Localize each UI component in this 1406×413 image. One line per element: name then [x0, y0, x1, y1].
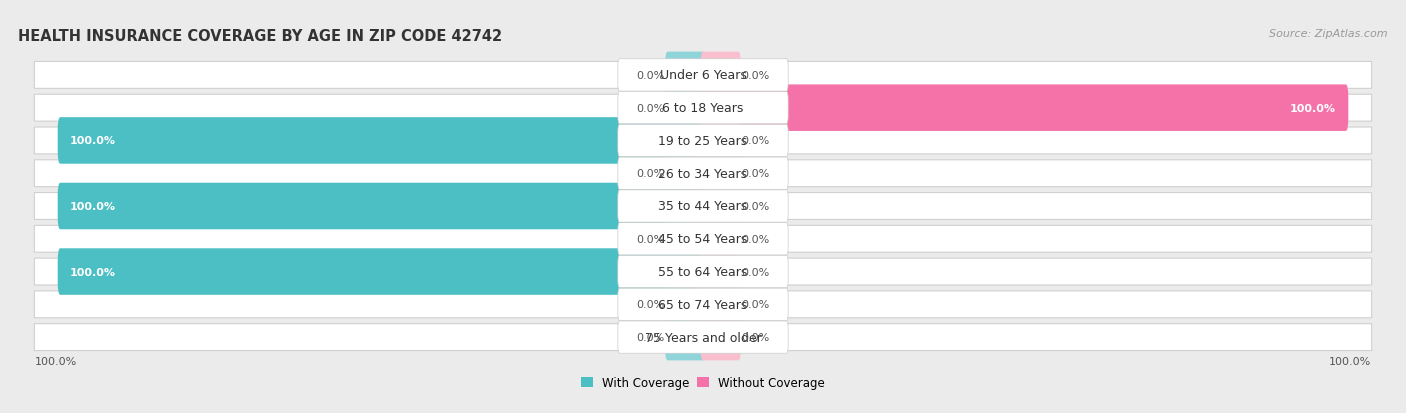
Legend: With Coverage, Without Coverage: With Coverage, Without Coverage: [581, 376, 825, 389]
FancyBboxPatch shape: [700, 281, 741, 328]
FancyBboxPatch shape: [34, 193, 1372, 220]
FancyBboxPatch shape: [665, 52, 706, 99]
Text: 6 to 18 Years: 6 to 18 Years: [662, 102, 744, 115]
FancyBboxPatch shape: [665, 85, 706, 132]
FancyBboxPatch shape: [617, 190, 789, 223]
FancyBboxPatch shape: [34, 160, 1372, 187]
Text: Source: ZipAtlas.com: Source: ZipAtlas.com: [1270, 29, 1388, 39]
FancyBboxPatch shape: [617, 223, 789, 255]
Text: 100.0%: 100.0%: [35, 356, 77, 366]
FancyBboxPatch shape: [617, 93, 789, 124]
Text: 100.0%: 100.0%: [70, 267, 115, 277]
Text: 55 to 64 Years: 55 to 64 Years: [658, 266, 748, 278]
Text: 0.0%: 0.0%: [741, 332, 770, 342]
Text: 75 Years and older: 75 Years and older: [644, 331, 762, 344]
Text: 0.0%: 0.0%: [636, 169, 665, 179]
FancyBboxPatch shape: [58, 249, 706, 295]
FancyBboxPatch shape: [617, 59, 789, 92]
FancyBboxPatch shape: [617, 256, 789, 288]
FancyBboxPatch shape: [58, 183, 706, 230]
FancyBboxPatch shape: [665, 314, 706, 361]
Text: 0.0%: 0.0%: [741, 299, 770, 310]
FancyBboxPatch shape: [34, 128, 1372, 154]
FancyBboxPatch shape: [700, 151, 741, 197]
FancyBboxPatch shape: [700, 183, 741, 230]
Text: 26 to 34 Years: 26 to 34 Years: [658, 167, 748, 180]
FancyBboxPatch shape: [700, 85, 1348, 132]
FancyBboxPatch shape: [700, 118, 741, 164]
FancyBboxPatch shape: [700, 249, 741, 295]
Text: 0.0%: 0.0%: [636, 103, 665, 114]
FancyBboxPatch shape: [34, 62, 1372, 89]
Text: 0.0%: 0.0%: [636, 299, 665, 310]
Text: 0.0%: 0.0%: [741, 169, 770, 179]
FancyBboxPatch shape: [617, 125, 789, 157]
Text: 0.0%: 0.0%: [741, 234, 770, 244]
Text: 65 to 74 Years: 65 to 74 Years: [658, 298, 748, 311]
Text: 0.0%: 0.0%: [636, 332, 665, 342]
Text: 0.0%: 0.0%: [741, 136, 770, 146]
FancyBboxPatch shape: [700, 216, 741, 262]
FancyBboxPatch shape: [34, 291, 1372, 318]
FancyBboxPatch shape: [665, 151, 706, 197]
FancyBboxPatch shape: [34, 226, 1372, 253]
FancyBboxPatch shape: [665, 216, 706, 262]
Text: 0.0%: 0.0%: [741, 202, 770, 211]
Text: 100.0%: 100.0%: [1329, 356, 1371, 366]
Text: Under 6 Years: Under 6 Years: [659, 69, 747, 82]
Text: 0.0%: 0.0%: [741, 267, 770, 277]
Text: 100.0%: 100.0%: [70, 136, 115, 146]
FancyBboxPatch shape: [665, 281, 706, 328]
FancyBboxPatch shape: [617, 158, 789, 190]
FancyBboxPatch shape: [617, 289, 789, 320]
Text: 100.0%: 100.0%: [70, 202, 115, 211]
Text: 19 to 25 Years: 19 to 25 Years: [658, 135, 748, 147]
FancyBboxPatch shape: [700, 52, 741, 99]
FancyBboxPatch shape: [34, 324, 1372, 351]
Text: 35 to 44 Years: 35 to 44 Years: [658, 200, 748, 213]
FancyBboxPatch shape: [34, 259, 1372, 285]
Text: 0.0%: 0.0%: [636, 234, 665, 244]
FancyBboxPatch shape: [58, 118, 706, 164]
Text: 45 to 54 Years: 45 to 54 Years: [658, 233, 748, 246]
FancyBboxPatch shape: [617, 321, 789, 354]
FancyBboxPatch shape: [700, 314, 741, 361]
FancyBboxPatch shape: [34, 95, 1372, 122]
Text: HEALTH INSURANCE COVERAGE BY AGE IN ZIP CODE 42742: HEALTH INSURANCE COVERAGE BY AGE IN ZIP …: [18, 29, 502, 44]
Text: 0.0%: 0.0%: [636, 71, 665, 81]
Text: 0.0%: 0.0%: [741, 71, 770, 81]
Text: 100.0%: 100.0%: [1291, 103, 1336, 114]
